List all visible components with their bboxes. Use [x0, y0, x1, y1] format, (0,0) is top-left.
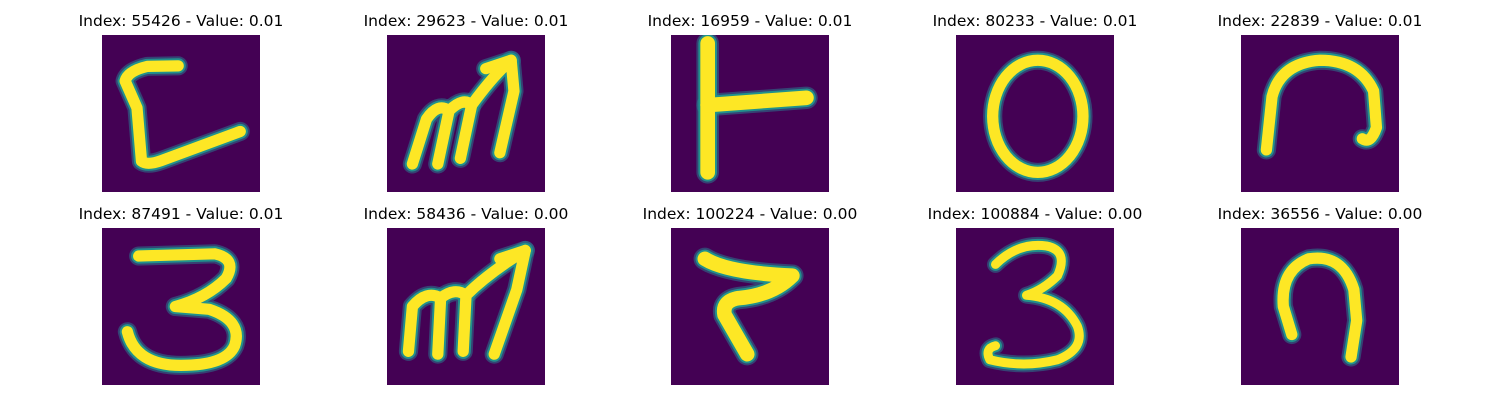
glyph-o — [956, 35, 1114, 192]
image-panel-10: Index: 36556 - Value: 0.00 — [1200, 205, 1440, 395]
glyph-3 — [956, 228, 1114, 385]
panel-title: Index: 100224 - Value: 0.00 — [642, 205, 858, 223]
handwritten-glyph-image — [671, 228, 829, 385]
image-panel-1: Index: 55426 - Value: 0.01 — [61, 12, 301, 202]
panel-title: Index: 29623 - Value: 0.01 — [363, 12, 569, 30]
image-panel-3: Index: 16959 - Value: 0.01 — [630, 12, 870, 202]
panel-title: Index: 55426 - Value: 0.01 — [78, 12, 284, 30]
handwritten-glyph-image — [102, 228, 260, 385]
panel-title: Index: 22839 - Value: 0.01 — [1217, 12, 1423, 30]
image-panel-9: Index: 100884 - Value: 0.00 — [915, 205, 1155, 395]
glyph-n-arch — [1241, 35, 1399, 192]
panel-title: Index: 58436 - Value: 0.00 — [363, 205, 569, 223]
image-panel-7: Index: 58436 - Value: 0.00 — [346, 205, 586, 395]
image-panel-2: Index: 29623 - Value: 0.01 — [346, 12, 586, 202]
glyph-z-like-stroke — [671, 228, 829, 385]
image-panel-5: Index: 22839 - Value: 0.01 — [1200, 12, 1440, 202]
handwritten-glyph-image — [956, 228, 1114, 385]
handwritten-glyph-image — [1241, 228, 1399, 385]
handwritten-glyph-image — [1241, 35, 1399, 192]
glyph-n-arch — [1241, 228, 1399, 385]
panel-title: Index: 87491 - Value: 0.01 — [78, 205, 284, 223]
handwritten-glyph-image — [102, 35, 260, 192]
glyph-m-with-arrow — [387, 35, 545, 192]
glyph-t-rotated — [671, 35, 829, 192]
handwritten-glyph-image — [671, 35, 829, 192]
glyph-m-with-arrow — [387, 228, 545, 385]
handwritten-glyph-image — [956, 35, 1114, 192]
handwritten-glyph-image — [387, 35, 545, 192]
panel-title: Index: 80233 - Value: 0.01 — [932, 12, 1138, 30]
handwritten-glyph-image — [387, 228, 545, 385]
image-panel-8: Index: 100224 - Value: 0.00 — [630, 205, 870, 395]
panel-title: Index: 36556 - Value: 0.00 — [1217, 205, 1423, 223]
image-panel-6: Index: 87491 - Value: 0.01 — [61, 205, 301, 395]
glyph-3 — [102, 228, 260, 385]
image-panel-4: Index: 80233 - Value: 0.01 — [915, 12, 1155, 202]
glyph-c-like-stroke — [102, 35, 260, 192]
panel-title: Index: 16959 - Value: 0.01 — [647, 12, 853, 30]
panel-title: Index: 100884 - Value: 0.00 — [927, 205, 1143, 223]
